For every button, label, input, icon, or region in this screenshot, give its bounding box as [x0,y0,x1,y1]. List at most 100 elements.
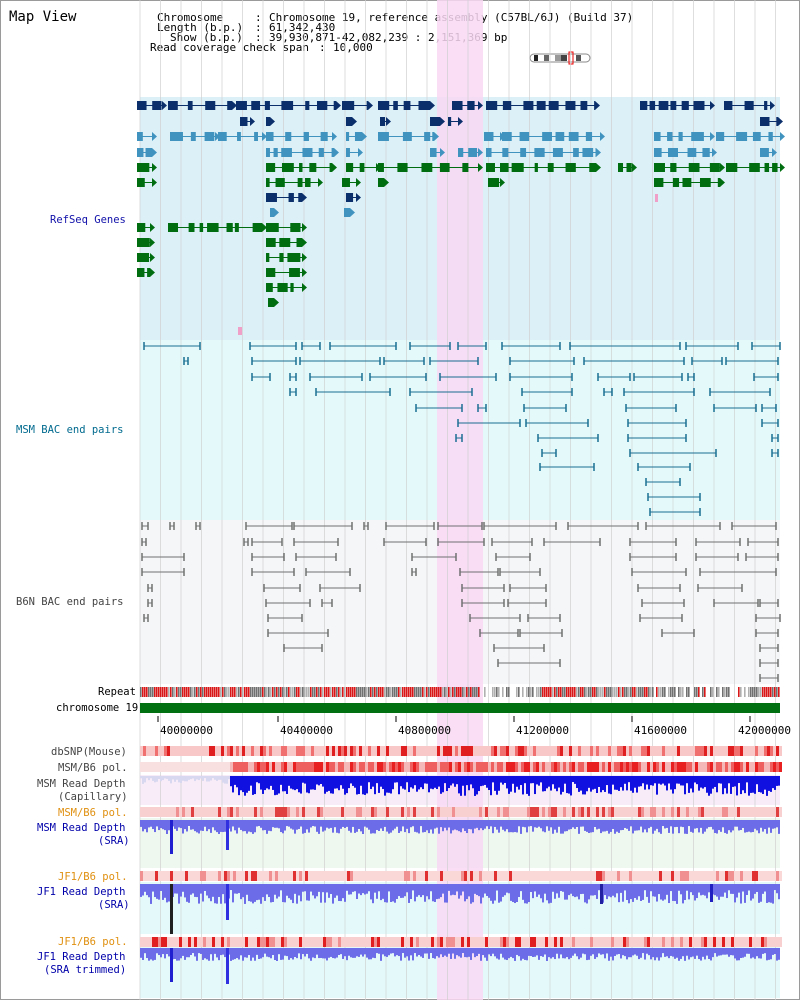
polymorphism-cell [452,746,455,756]
polymorphism-cell [554,807,557,817]
repeat-mark [332,687,334,697]
read-depth-bar [270,884,272,903]
read-depth-bar [364,820,366,827]
repeat-mark [718,687,720,697]
track-label-jf1-b6-pol-1[interactable]: JF1/B6 pol. [58,871,128,883]
repeat-mark [670,687,672,697]
gene-arrow [770,101,775,110]
gene-arrow [710,132,715,141]
read-depth-bar [598,884,600,891]
track-label-jf1-depth-trim[interactable]: JF1 Read Depth [37,951,126,963]
track-label-jf1-b6-pol-2[interactable]: JF1/B6 pol. [58,936,128,948]
read-depth-bar [340,820,342,829]
repeat-mark [764,687,766,697]
polymorphism-cell [620,937,623,947]
track-label-msm-b6-pol-2[interactable]: MSM/B6 pol. [58,807,128,819]
track-label-msm-b6-pol-1[interactable]: MSM/B6 pol. [58,762,128,774]
repeat-mark [208,687,210,697]
read-depth-bar [266,948,268,957]
polymorphism-cell [197,807,200,817]
polymorphism-cell [341,807,344,817]
read-depth-bar [566,884,568,900]
read-depth-bar [334,884,336,898]
polymorphism-cell [194,746,197,756]
track-label-jf1-depth-sra[interactable]: JF1 Read Depth [37,886,126,898]
repeat-mark [274,687,276,697]
read-depth-bar [190,948,192,956]
polymorphism-cell [482,807,485,817]
track-label-dbsnp[interactable]: dbSNP(Mouse) [51,746,127,758]
read-depth-bar [318,820,320,834]
gene-exon [205,101,216,110]
polymorphism-cell [347,746,350,756]
read-depth-bar [428,884,430,900]
read-depth-bar [466,884,468,900]
read-depth-bar [474,776,476,796]
repeat-mark [264,687,266,697]
track-label-refseq[interactable]: RefSeq Genes [50,214,126,226]
polymorphism-cell [497,746,500,756]
read-depth-bar [558,948,560,959]
polymorphism-cell [554,871,557,881]
gene-exon [137,253,150,262]
gene-exon [760,117,770,126]
read-depth-bar [684,820,686,834]
polymorphism-cell [410,937,413,947]
read-depth-bar [194,884,196,897]
read-depth-bar [652,948,654,958]
track-label-repeat[interactable]: Repeat [98,686,136,698]
read-depth-bar [484,776,486,785]
read-depth-bar [762,820,764,832]
polymorphism-cell [380,871,383,881]
polymorphism-cell [701,807,704,817]
read-depth-bar [522,776,524,795]
read-depth-bar [262,948,264,958]
polymorphism-cell [398,807,401,817]
read-depth-bar [206,820,208,832]
read-depth-bar [446,776,448,792]
repeat-mark [330,687,332,697]
gene-exon [305,178,311,187]
read-depth-bar [516,948,518,955]
read-depth-bar [684,884,686,901]
read-depth-bar [438,884,440,899]
read-depth-bar [578,948,580,960]
read-depth-bar [224,776,226,784]
polymorphism-cell [455,762,458,772]
polymorphism-cell [374,807,377,817]
read-depth-bar [314,948,316,959]
read-depth-bar [256,820,258,827]
read-depth-bar [644,820,646,830]
polymorphism-cell [254,746,257,756]
read-depth-bar [498,948,500,960]
read-depth-bar [234,948,236,960]
gene-exon [736,132,748,141]
read-depth-bar [284,884,286,903]
read-depth-bar [740,884,742,904]
read-depth-bar [556,820,558,833]
read-depth-bar [638,948,640,960]
gene-exon [467,101,475,110]
read-depth-bar [202,820,204,831]
read-depth-bar [360,948,362,955]
read-depth-bar [426,884,428,897]
track-label-msm-depth-sra[interactable]: MSM Read Depth [37,822,126,834]
polymorphism-cell [392,937,395,947]
repeat-mark [396,687,398,697]
polymorphism-cell [377,937,380,947]
track-label-msm-depth-cap[interactable]: MSM Read Depth [37,778,126,790]
read-depth-bar [502,948,504,958]
repeat-mark [426,687,428,697]
track-label-msm-bac[interactable]: MSM BAC end pairs [16,424,124,436]
polymorphism-cell [674,762,677,772]
track-label-b6n-bac[interactable]: B6N BAC end pairs [16,596,124,608]
read-depth-bar [248,948,250,956]
polymorphism-cell [431,746,434,756]
gene-exon [346,132,350,141]
polymorphism-cell [647,762,650,772]
repeat-mark [406,687,408,697]
gene-exon [346,117,352,126]
gene-exon [573,148,579,157]
repeat-mark [648,687,650,697]
